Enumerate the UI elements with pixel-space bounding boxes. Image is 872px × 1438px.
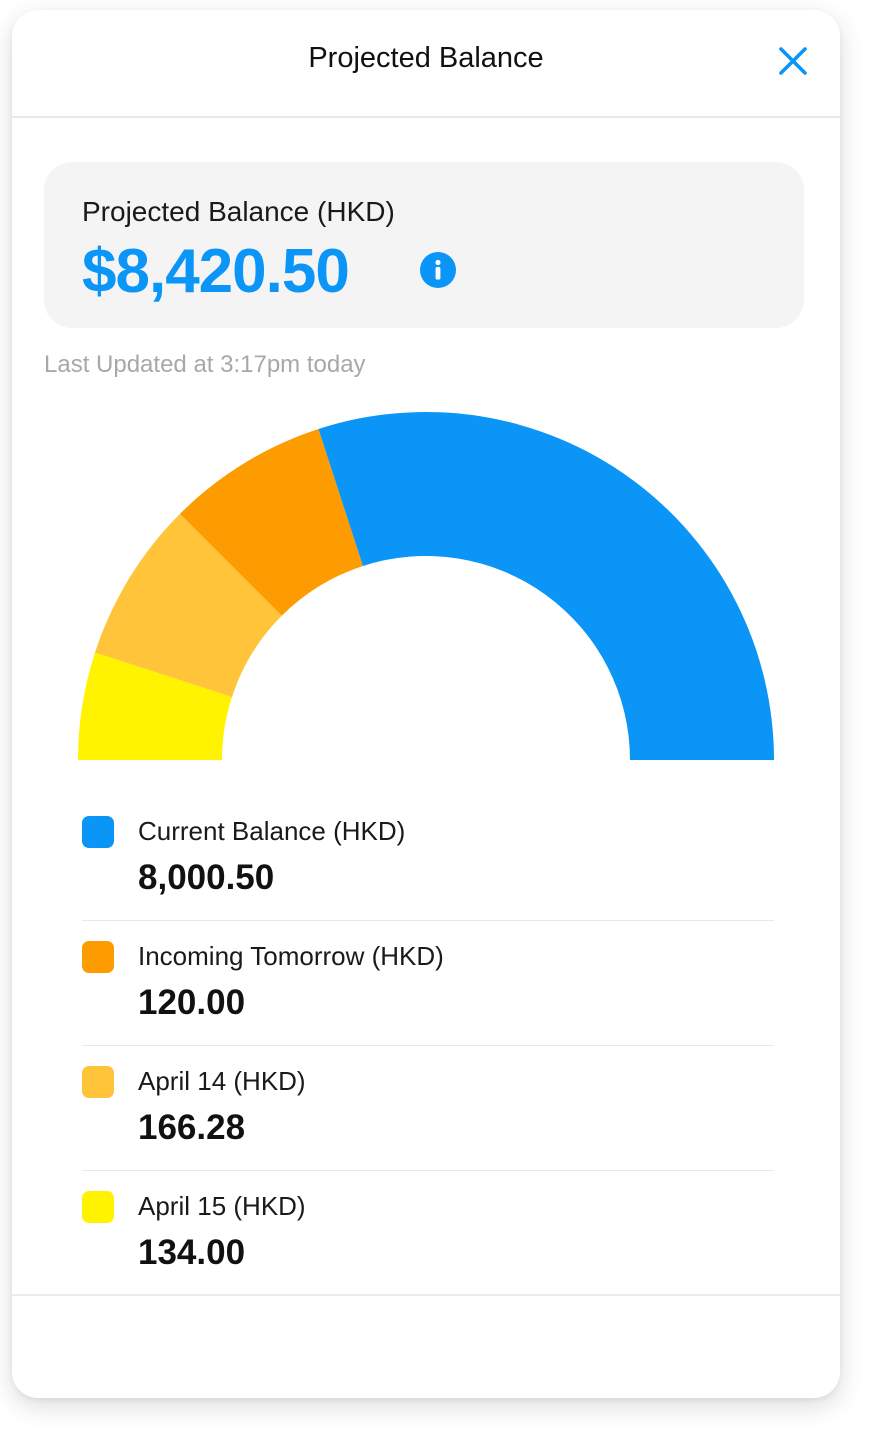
info-button[interactable] bbox=[420, 252, 456, 288]
projected-balance-summary: Projected Balance (HKD) $8,420.50 bbox=[44, 162, 804, 328]
legend-value: 166.28 bbox=[138, 1108, 246, 1147]
panel-header: Projected Balance bbox=[12, 10, 840, 118]
close-icon bbox=[779, 47, 807, 75]
legend-value: 8,000.50 bbox=[138, 858, 275, 897]
legend-value: 134.00 bbox=[138, 1233, 246, 1272]
legend-item-april-15: April 15 (HKD) 134.00 bbox=[82, 1171, 774, 1295]
legend-value: 120.00 bbox=[138, 983, 246, 1022]
chart-legend: Current Balance (HKD) 8,000.50 Incoming … bbox=[82, 796, 774, 1295]
legend-item-current-balance: Current Balance (HKD) 8,000.50 bbox=[82, 796, 774, 921]
gauge-segment-current-balance-hkd bbox=[318, 412, 774, 760]
summary-label: Projected Balance (HKD) bbox=[82, 196, 395, 227]
legend-swatch bbox=[82, 1191, 114, 1223]
panel-title: Projected Balance bbox=[308, 42, 544, 74]
legend-label: Current Balance (HKD) bbox=[138, 816, 406, 846]
legend-item-incoming-tomorrow: Incoming Tomorrow (HKD) 120.00 bbox=[82, 921, 774, 1046]
legend-label: April 15 (HKD) bbox=[138, 1191, 306, 1221]
gauge-segment-april-15-hkd bbox=[78, 652, 232, 760]
gauge-segment-incoming-tomorrow-hkd bbox=[179, 429, 363, 616]
legend-item-april-14: April 14 (HKD) 166.28 bbox=[82, 1046, 774, 1171]
legend-swatch bbox=[82, 941, 114, 973]
info-icon bbox=[420, 252, 456, 288]
balance-gauge-chart bbox=[78, 412, 774, 760]
gauge-segment-april-14-hkd bbox=[95, 513, 282, 697]
footer-divider bbox=[12, 1294, 840, 1296]
close-button[interactable] bbox=[776, 44, 810, 78]
legend-swatch bbox=[82, 1066, 114, 1098]
last-updated-text: Last Updated at 3:17pm today bbox=[44, 351, 366, 378]
legend-swatch bbox=[82, 816, 114, 848]
projected-balance-amount: $8,420.50 bbox=[82, 237, 350, 306]
projected-balance-panel: Projected Balance Projected Balance (HKD… bbox=[12, 10, 840, 1398]
legend-label: Incoming Tomorrow (HKD) bbox=[138, 941, 444, 971]
legend-label: April 14 (HKD) bbox=[138, 1066, 306, 1096]
